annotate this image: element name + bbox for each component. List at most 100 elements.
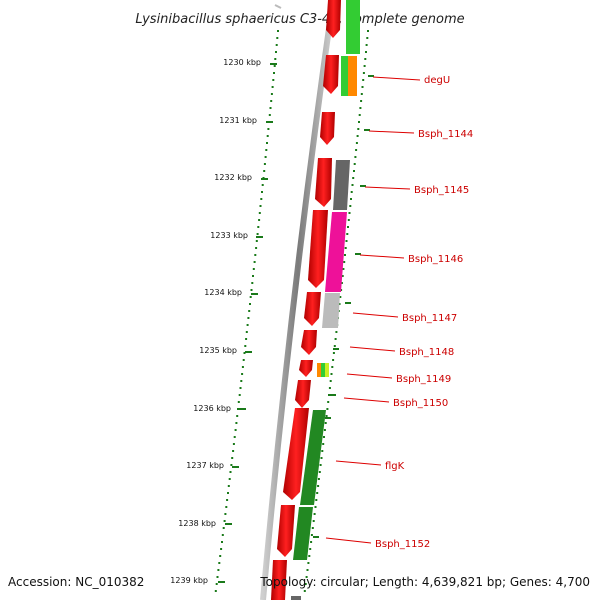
forward-strand-genes [271,0,341,600]
cog-block-dark-green [300,410,326,505]
scale-dot [241,373,244,375]
scale-dot [318,471,321,473]
scale-label: 1236 kbp [193,404,231,413]
scale-dot [343,261,346,263]
scale-dot [321,450,324,452]
scale-dot [359,107,362,109]
scale-dot [316,492,319,494]
scale-dot [319,464,322,466]
scale-dot [333,345,336,347]
scale-dot [303,590,306,592]
scale-dot [327,401,330,403]
gene-label[interactable]: Bsph_1146 [408,254,463,265]
scale-dot [311,527,314,529]
scale-dot [215,583,218,585]
scale-dot [232,450,235,452]
gene-arrow [299,360,313,377]
scale-dot [340,282,343,284]
scale-dot [350,191,353,193]
scale-dot [266,142,268,144]
gene-label-line [368,130,415,134]
scale-dot [349,205,352,207]
scale-dot [260,198,263,200]
gene-arrow [320,112,335,145]
scale-dot [228,478,231,480]
scale-dot [230,464,233,466]
scale-dot [258,212,261,214]
scale-dot [223,520,226,522]
scale-dot [306,569,309,571]
scale-dot [362,72,365,74]
gene-arrow [304,292,321,326]
scale-dot [338,303,341,305]
scale-dot [226,499,229,501]
scale-dot [308,555,311,557]
scale-dot [252,268,255,270]
scale-dot [227,485,230,487]
scale-dot [358,121,360,123]
scale-dot [325,415,328,417]
scale-dot [313,513,316,515]
gene-label[interactable]: Bsph_1147 [402,313,457,324]
scale-dot [310,534,313,536]
gene-arrow [308,210,328,288]
cog-block-dark-grey [291,596,301,600]
scale-dot [219,555,222,557]
scale-dot [237,408,239,410]
gene-label[interactable]: Bsph_1149 [396,374,451,385]
scale-dot [315,499,318,501]
scale-label: 1231 kbp [219,116,257,125]
scale-dot [221,541,223,543]
scale-dot [259,205,262,207]
gene-label[interactable]: flgK [385,461,405,472]
gene-label[interactable]: Bsph_1152 [375,539,430,550]
scale-dot [220,548,223,550]
scale-dot [304,583,307,585]
scale-dot [246,324,249,326]
scale-dot [346,233,349,235]
gene-label-line [346,373,393,379]
scale-label: 1234 kbp [204,288,242,297]
scale-dot [362,79,365,81]
scale-dot [365,44,368,46]
scale-ticks [218,63,277,583]
scale-dot [239,387,242,389]
scale-dot [345,240,348,242]
scale-dot [252,275,254,277]
gene-label[interactable]: Bsph_1144 [418,129,473,140]
scale-dot [238,394,241,396]
gene-label[interactable]: Bsph_1148 [399,347,454,358]
scale-dot [355,149,358,151]
scale-dot [234,429,237,431]
scale-dot [332,352,335,354]
scale-dot [261,191,263,193]
cog-block-dark-green [293,507,313,560]
backbone-edge [274,4,282,9]
scale-dot [214,590,217,592]
scale-dot [233,436,236,438]
scale-dot [243,352,246,354]
scale-dot [242,359,245,361]
scale-dot [360,93,363,95]
gene-label[interactable]: degU [424,75,450,86]
scale-dot [232,443,235,445]
scale-dot [267,128,270,130]
gene-label[interactable]: Bsph_1145 [414,185,469,196]
scale-dot [335,331,338,333]
scale-dot [255,247,258,249]
scale-dot [358,114,361,116]
gene-label[interactable]: Bsph_1150 [393,398,448,409]
scale-dot [273,65,276,67]
scale-dot [249,296,252,298]
scale-dot [270,93,273,95]
scale-dot [264,156,267,158]
scale-dot [356,135,359,137]
scale-dot [218,562,221,564]
scale-dot [258,219,261,221]
cog-block-orange [317,363,321,377]
scale-dot [250,289,253,291]
scale-dot [330,373,333,375]
gene-label-line [359,254,405,259]
scale-dot [266,135,269,137]
scale-dot [273,72,275,74]
